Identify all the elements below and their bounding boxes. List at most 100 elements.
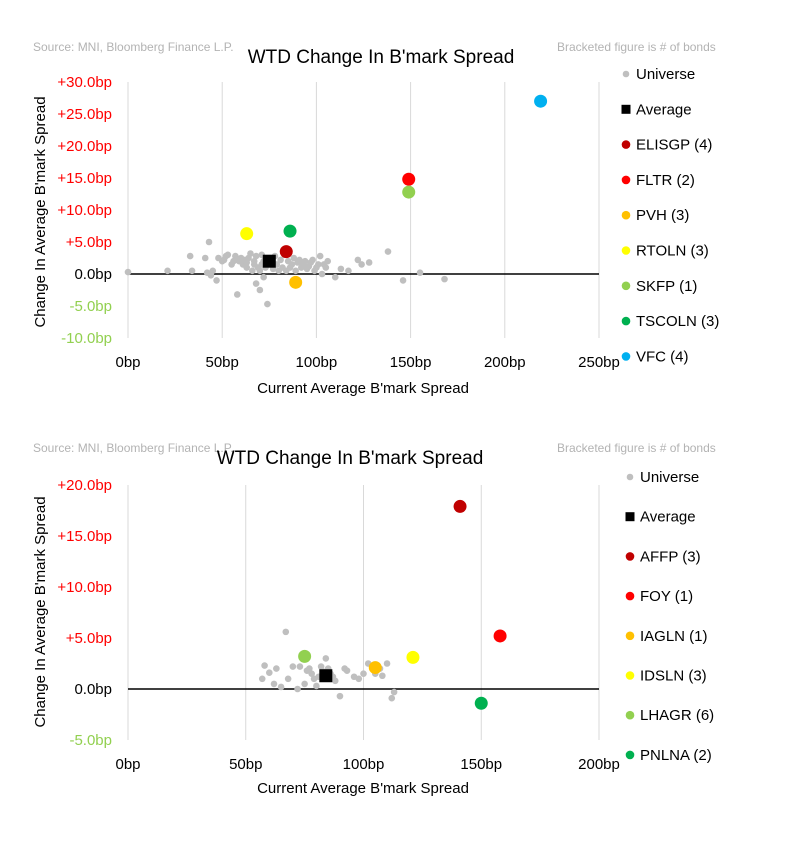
legend: Universe Average AFFP (3) FOY (1) IAGLN (1) I…: [625, 469, 714, 764]
universe-point: [301, 257, 309, 265]
universe-point: [250, 257, 258, 265]
legend-label: Universe: [636, 66, 695, 83]
average-marker: [319, 669, 333, 683]
legend-label: FOY (1): [640, 588, 693, 605]
x-tick-label: 100bp: [296, 354, 338, 371]
legend-label: VFC (4): [636, 348, 689, 365]
legend-label: RTOLN (3): [636, 243, 709, 260]
y-axis-label: Change In Average B'mark Spread: [32, 96, 49, 327]
chart-title: WTD Change In B'mark Spread: [217, 448, 484, 469]
universe-point: [322, 655, 330, 662]
universe-point: [164, 267, 171, 275]
series-point-elisgp: [279, 245, 293, 259]
universe-point: [247, 250, 254, 257]
source-note: Source: MNI, Bloomberg Finance L.P.: [33, 441, 234, 455]
legend-marker-tscoln: [621, 316, 631, 326]
universe-point: [383, 660, 391, 667]
universe-point: [354, 256, 362, 264]
universe-point: [390, 688, 398, 696]
universe-point: [296, 663, 304, 670]
x-tick-label: 0bp: [115, 756, 140, 773]
y-axis: +20.0bp +15.0bp +10.0bp +5.0bp 0.0bp -5.0bp: [57, 477, 112, 749]
y-tick-label: +15.0bp: [57, 170, 112, 187]
universe-point: [233, 291, 241, 298]
universe-point: [264, 300, 271, 308]
bonds-note: Bracketed figure is # of bonds: [557, 40, 716, 54]
y-tick-label: 0.0bp: [74, 681, 112, 698]
legend-label: ELISGP (4): [636, 137, 712, 154]
series-point-tscoln: [283, 224, 297, 238]
universe-point: [301, 680, 308, 688]
y-tick-label: -5.0bp: [69, 732, 112, 749]
universe-point: [296, 256, 303, 264]
x-axis-label: Current Average B'mark Spread: [257, 380, 469, 397]
universe-point: [337, 265, 345, 273]
series-point-fltr: [402, 172, 416, 186]
legend-label: TSCOLN (3): [636, 313, 719, 330]
series-point-skfp: [402, 185, 416, 199]
universe-point: [317, 663, 325, 670]
series-point-iagln: [368, 661, 382, 675]
universe-point: [306, 665, 313, 672]
legend-marker-pvh: [621, 210, 631, 220]
universe-point: [308, 670, 315, 677]
universe-point: [331, 677, 339, 685]
x-tick-label: 50bp: [229, 756, 262, 773]
universe-point: [256, 267, 264, 275]
legend-label: Universe: [640, 469, 699, 486]
y-tick-label: +10.0bp: [57, 579, 112, 596]
series-point-pnlna: [474, 696, 488, 710]
legend: Universe Average ELISGP (4) FLTR (2) PVH (3)…: [621, 66, 719, 365]
universe-point: [309, 256, 316, 264]
universe-point: [277, 683, 285, 691]
chart-title: WTD Change In B'mark Spread: [248, 47, 515, 68]
universe-point: [249, 267, 256, 275]
universe-point: [355, 675, 363, 683]
universe-point: [282, 628, 290, 636]
universe-point: [360, 670, 367, 677]
universe-point: [252, 280, 260, 287]
y-tick-label: -5.0bp: [69, 298, 112, 315]
x-tick-label: 200bp: [484, 354, 526, 371]
universe-point: [284, 675, 292, 683]
universe-point: [209, 267, 217, 275]
y-tick-label: +5.0bp: [66, 630, 112, 647]
universe-point: [270, 680, 278, 688]
universe-point: [205, 238, 213, 246]
legend-marker-fltr: [621, 175, 631, 185]
legend-marker-universe: [622, 70, 630, 78]
universe-point: [441, 275, 448, 283]
series-point-pvh: [289, 275, 303, 289]
universe-point: [273, 665, 280, 672]
legend-marker-foy: [625, 591, 635, 601]
y-tick-label: +20.0bp: [57, 138, 112, 155]
universe-point: [256, 286, 264, 294]
universe-point: [288, 261, 296, 268]
y-axis-label: Change In Average B'mark Spread: [32, 496, 49, 727]
universe-point: [290, 254, 298, 262]
universe-point: [322, 264, 330, 271]
bonds-note: Bracketed figure is # of bonds: [557, 441, 716, 455]
universe-point: [365, 259, 373, 266]
legend-marker-iagln: [625, 631, 635, 641]
x-axis: 0bp 50bp 100bp 150bp 200bp: [115, 756, 619, 773]
universe-point: [379, 672, 386, 680]
universe-point: [336, 692, 344, 700]
universe-point: [260, 273, 267, 281]
legend-label: SKFP (1): [636, 278, 697, 295]
x-tick-label: 150bp: [390, 354, 432, 371]
universe-point: [188, 267, 196, 275]
series-point-foy: [493, 629, 507, 643]
legend-marker-skfp: [621, 281, 631, 291]
legend-marker-rtoln: [621, 246, 631, 255]
universe-point: [201, 254, 209, 262]
legend-marker-elisgp: [621, 140, 631, 149]
y-tick-label: +20.0bp: [57, 477, 112, 494]
legend-label: IAGLN (1): [640, 628, 708, 645]
universe-point: [294, 685, 301, 693]
universe-point: [316, 252, 324, 260]
series-point-vfc: [534, 94, 548, 108]
universe-point: [384, 248, 392, 255]
universe-point: [252, 252, 260, 260]
y-tick-label: +10.0bp: [57, 202, 112, 219]
